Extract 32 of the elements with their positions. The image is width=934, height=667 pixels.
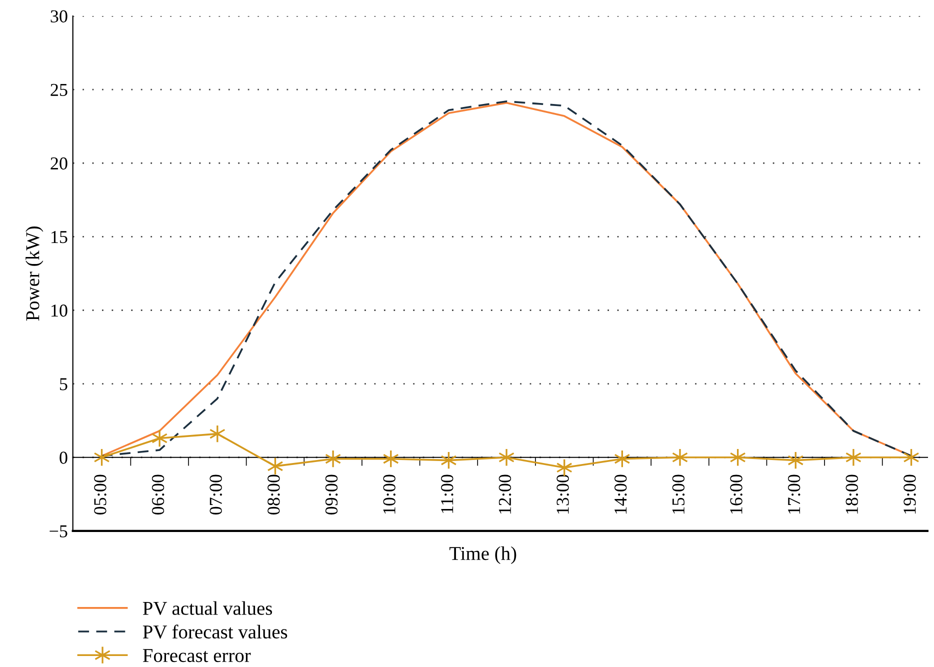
- x-tick-label: 07:00: [210, 474, 222, 514]
- x-tick-label: 14:00: [614, 474, 627, 514]
- y-tick-label: 15: [52, 231, 68, 244]
- x-tick-label: 10:00: [383, 474, 396, 514]
- x-tick-label: 15:00: [672, 474, 685, 514]
- point: [845, 448, 862, 467]
- x-tick-label: 08:00: [268, 474, 280, 514]
- y-tick-label: 0: [60, 452, 68, 464]
- y-tick-label: 25: [50, 84, 68, 96]
- legend-label: PV actual values: [142, 601, 272, 616]
- y-tick-label: 5: [60, 378, 68, 390]
- y-axis-title: Power (kW): [26, 226, 44, 321]
- x-tick-label: 11:00: [441, 474, 454, 513]
- legend-label: Forecast error: [142, 649, 251, 662]
- y-tick-label: 20: [50, 157, 68, 170]
- x-tick-label: 06:00: [152, 474, 164, 514]
- y-tick-label: −5: [50, 525, 68, 538]
- point: [672, 448, 688, 467]
- x-tick-label: 12:00: [498, 474, 512, 514]
- x-tick-label: 17:00: [788, 474, 800, 514]
- x-axis-title: Time (h): [449, 546, 516, 564]
- x-tick-label: 18:00: [846, 474, 858, 514]
- point: [498, 448, 515, 467]
- point: [325, 450, 342, 468]
- x-tick-label: 16:00: [730, 474, 742, 514]
- x-tick-label: 05:00: [94, 474, 106, 514]
- x-tick-label: 09:00: [325, 474, 338, 514]
- x-tick-label: 13:00: [556, 474, 569, 514]
- x-tick-label: 19:00: [904, 474, 916, 514]
- y-tick-label: 10: [52, 304, 68, 317]
- y-tick-label: 30: [50, 10, 68, 22]
- legend-label: PV forecast values: [142, 624, 288, 639]
